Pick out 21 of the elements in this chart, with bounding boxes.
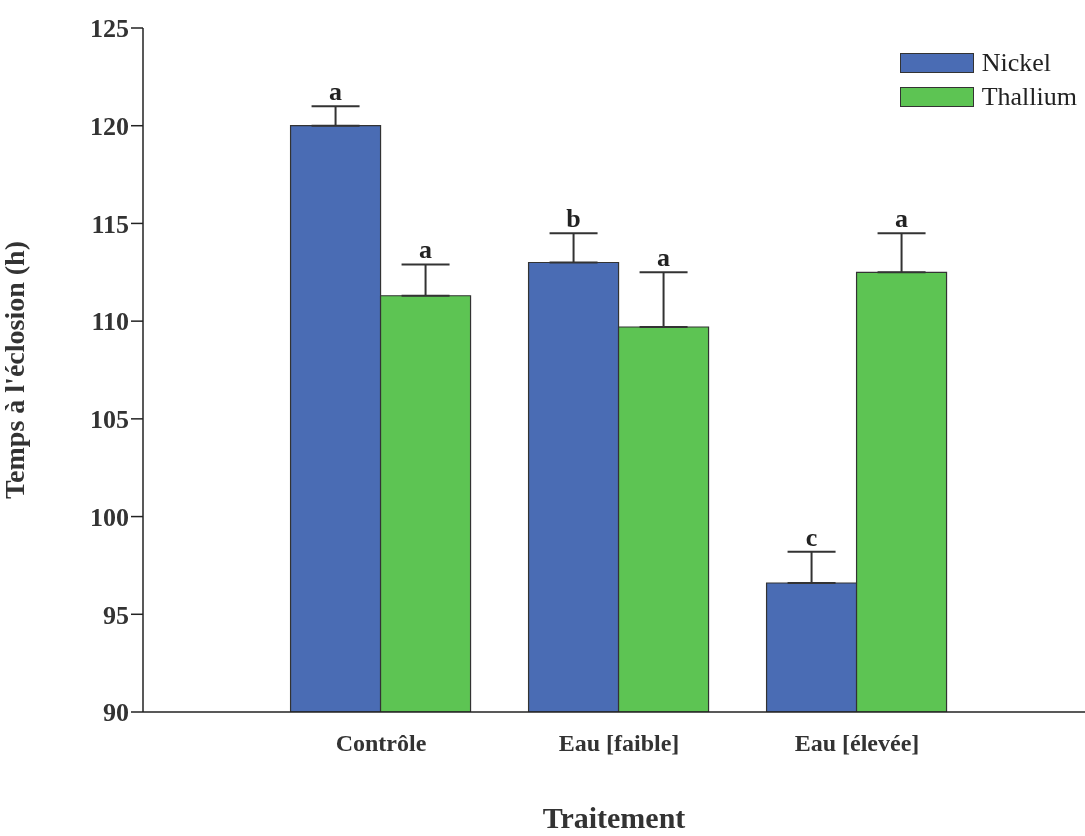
annotation: b (566, 204, 581, 234)
y-tick-label: 120 (90, 111, 129, 141)
legend-label: Nickel (981, 47, 1051, 79)
y-tick-label: 100 (90, 502, 129, 532)
annotation: c (805, 522, 818, 552)
x-tick-label: Eau [élevée] (794, 730, 920, 757)
y-tick-label: 90 (103, 698, 129, 728)
legend-label: Thallium (981, 81, 1077, 113)
y-tick-label: 125 (90, 14, 129, 44)
x-tick-label: Eau [faible] (558, 730, 680, 757)
annotation: a (895, 204, 909, 234)
x-axis-title: Traitement (542, 801, 686, 834)
y-tick-label: 115 (91, 209, 129, 239)
y-tick-label: 95 (103, 600, 129, 630)
annotation: a (657, 243, 671, 273)
y-axis-title: Temps à l'éclosion (h) (0, 241, 30, 499)
x-tick-label: Contrôle (335, 730, 427, 757)
annotation: a (419, 235, 433, 265)
y-tick-label: 105 (90, 405, 129, 435)
annotation: a (329, 77, 343, 107)
y-tick-label: 110 (91, 307, 129, 337)
